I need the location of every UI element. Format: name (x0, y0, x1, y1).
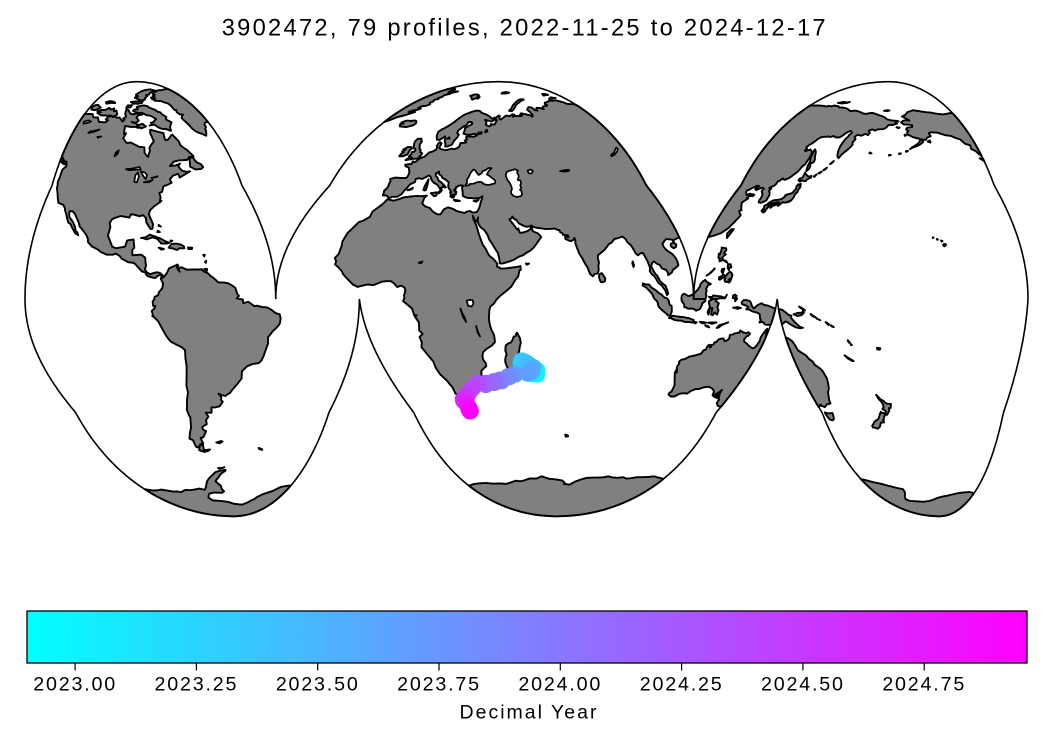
svg-text:2024.00: 2024.00 (518, 673, 602, 695)
svg-text:2023.75: 2023.75 (397, 673, 481, 695)
svg-text:2024.75: 2024.75 (882, 673, 966, 695)
svg-text:2023.25: 2023.25 (155, 673, 239, 695)
svg-text:2023.50: 2023.50 (276, 673, 360, 695)
svg-text:3902472, 79 profiles, 2022-11-: 3902472, 79 profiles, 2022-11-25 to 2024… (222, 15, 828, 41)
svg-text:2024.25: 2024.25 (640, 673, 724, 695)
svg-text:2023.00: 2023.00 (33, 673, 117, 695)
svg-text:Decimal Year: Decimal Year (460, 702, 599, 724)
svg-text:2024.50: 2024.50 (761, 673, 845, 695)
